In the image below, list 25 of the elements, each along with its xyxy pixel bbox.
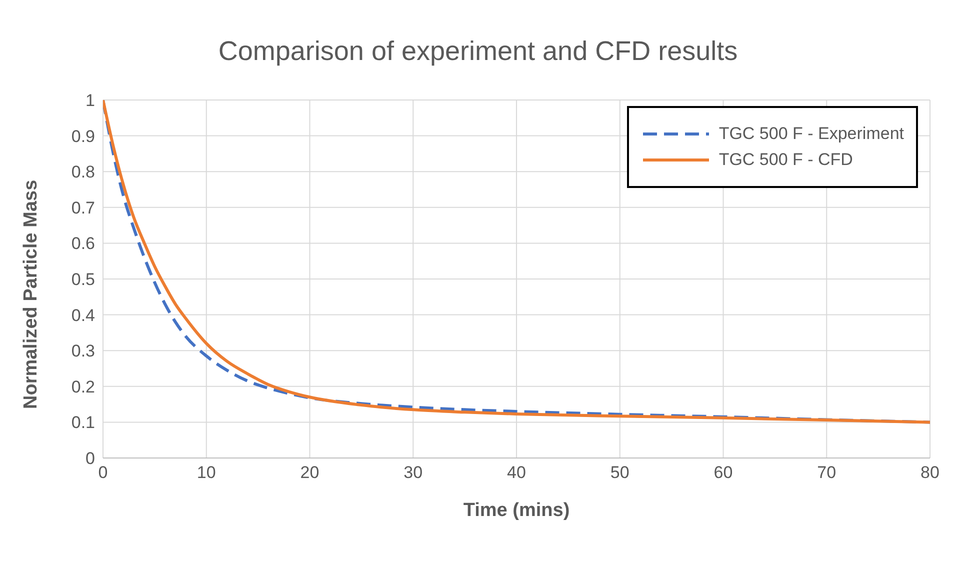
y-tick-label: 0.3: [71, 342, 95, 361]
x-tick-label: 70: [817, 463, 836, 482]
x-tick-label: 60: [714, 463, 733, 482]
x-axis-title: Time (mins): [463, 500, 570, 521]
y-tick-label: 0.2: [71, 377, 95, 396]
legend-label: TGC 500 F - Experiment: [718, 124, 904, 144]
y-tick-label: 0.4: [71, 306, 95, 325]
x-tick-label: 0: [98, 463, 108, 482]
y-axis-title: Normalized Particle Mass: [20, 180, 42, 409]
x-tick-label: 80: [920, 463, 940, 482]
y-tick-label: 1: [86, 91, 95, 110]
chart-title: Comparison of experiment and CFD results: [217, 36, 739, 67]
y-tick-label: 0.1: [71, 413, 95, 432]
y-tick-label: 0.5: [71, 270, 95, 290]
y-tick-label: 0: [86, 449, 95, 468]
x-tick-label: 10: [196, 463, 216, 482]
y-tick-label: 0.6: [71, 234, 95, 254]
x-tick-label: 20: [300, 463, 320, 482]
y-tick-label: 0.8: [71, 162, 95, 182]
x-tick-label: 40: [507, 463, 526, 482]
y-tick-label: 0.7: [71, 198, 95, 218]
legend-label: TGC 500 F - CFD: [718, 150, 853, 170]
y-tick-label: 0.9: [71, 126, 95, 146]
x-tick-label: 30: [404, 463, 423, 482]
x-tick-label: 50: [610, 463, 630, 482]
